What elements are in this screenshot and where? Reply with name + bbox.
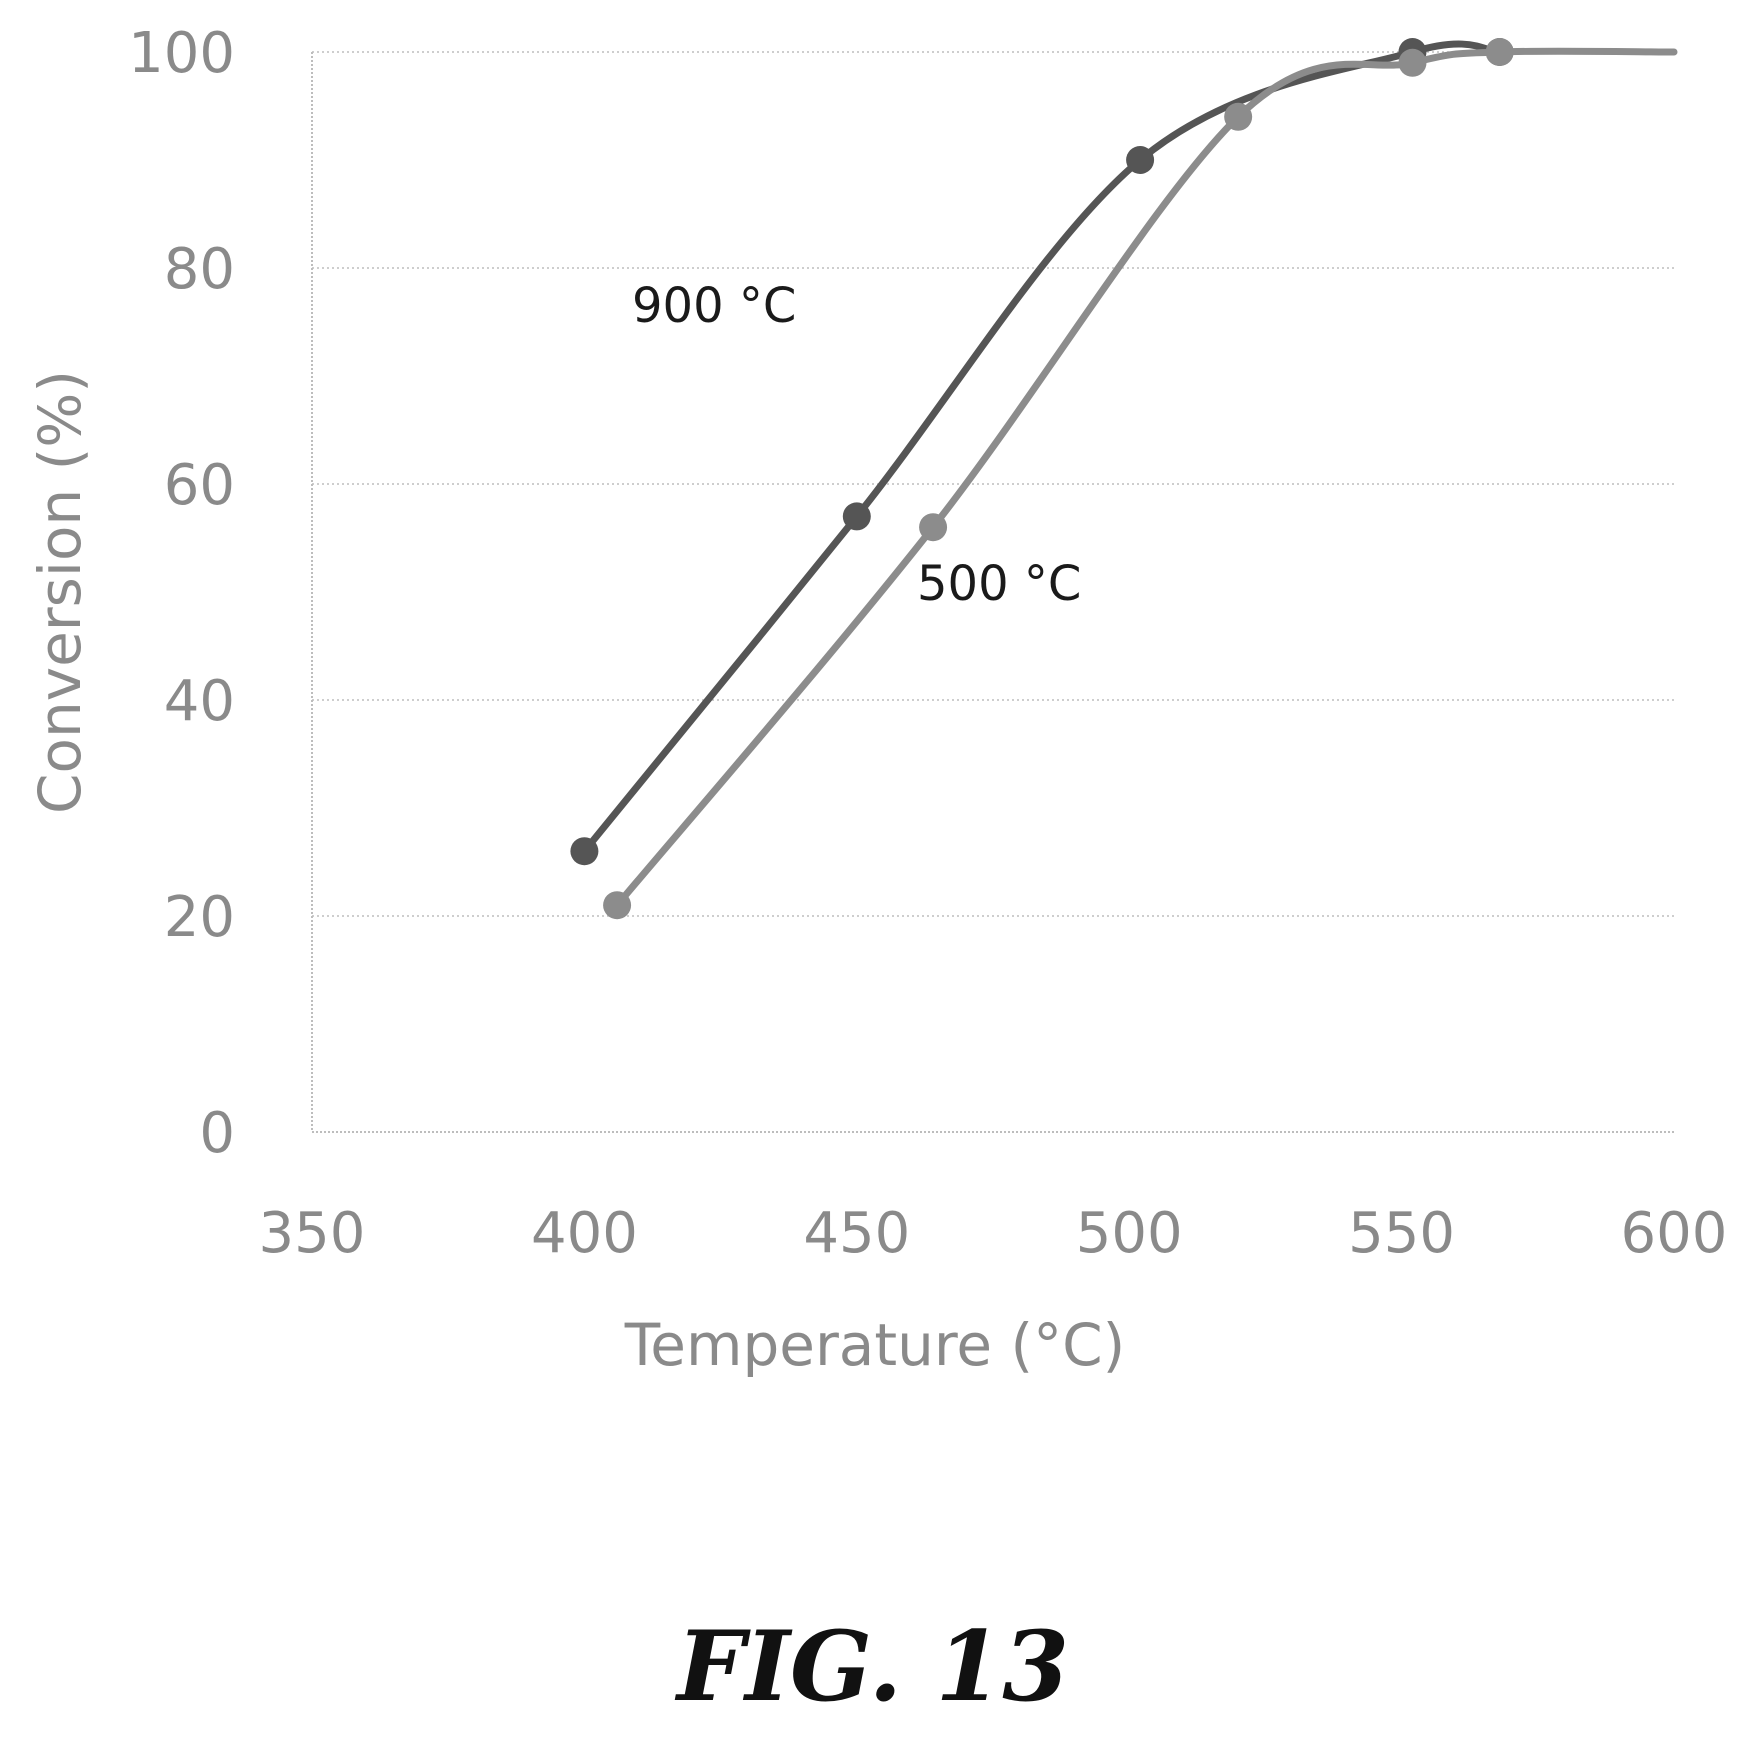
y-tick-label-80: 80 bbox=[164, 237, 235, 302]
axes bbox=[311, 52, 1674, 1133]
series-label-900c: 900 °C bbox=[632, 278, 796, 334]
y-tick-label-100: 100 bbox=[128, 21, 235, 86]
data-point-s0-2 bbox=[1126, 146, 1155, 174]
series-line-0 bbox=[580, 40, 1504, 855]
series-0 bbox=[570, 38, 1514, 866]
y-axis-title: Conversion (%) bbox=[26, 370, 94, 814]
x-tick-label-450: 450 bbox=[803, 1201, 910, 1266]
series-line-1 bbox=[613, 47, 1678, 909]
data-point-s1-4 bbox=[1485, 38, 1514, 66]
data-point-s1-1 bbox=[919, 513, 948, 542]
data-point-s1-0 bbox=[603, 891, 632, 920]
data-point-s1-2 bbox=[1224, 102, 1253, 131]
x-tick-labels: 350 400 450 500 550 600 bbox=[259, 1201, 1728, 1266]
y-tick-labels: 0 20 40 60 80 100 bbox=[128, 21, 235, 1166]
data-point-s1-3 bbox=[1398, 48, 1427, 77]
y-tick-label-0: 0 bbox=[199, 1101, 235, 1166]
x-tick-label-400: 400 bbox=[531, 1201, 638, 1266]
data-point-s0-0 bbox=[570, 837, 599, 866]
y-tick-label-40: 40 bbox=[164, 669, 235, 734]
x-tick-label-550: 550 bbox=[1348, 1201, 1455, 1266]
data-point-s0-1 bbox=[842, 502, 871, 531]
y-tick-label-60: 60 bbox=[164, 453, 235, 518]
x-axis-title: Temperature (°C) bbox=[624, 1311, 1126, 1379]
y-tick-label-20: 20 bbox=[164, 885, 235, 950]
x-tick-label-350: 350 bbox=[259, 1201, 366, 1266]
series-label-500c: 500 °C bbox=[917, 556, 1081, 612]
grid bbox=[312, 51, 1674, 917]
x-tick-label-500: 500 bbox=[1076, 1201, 1183, 1266]
x-tick-label-600: 600 bbox=[1621, 1201, 1728, 1266]
series bbox=[570, 38, 1678, 920]
figure-caption: FIG. 13 bbox=[674, 1610, 1069, 1723]
series-1 bbox=[603, 38, 1678, 920]
